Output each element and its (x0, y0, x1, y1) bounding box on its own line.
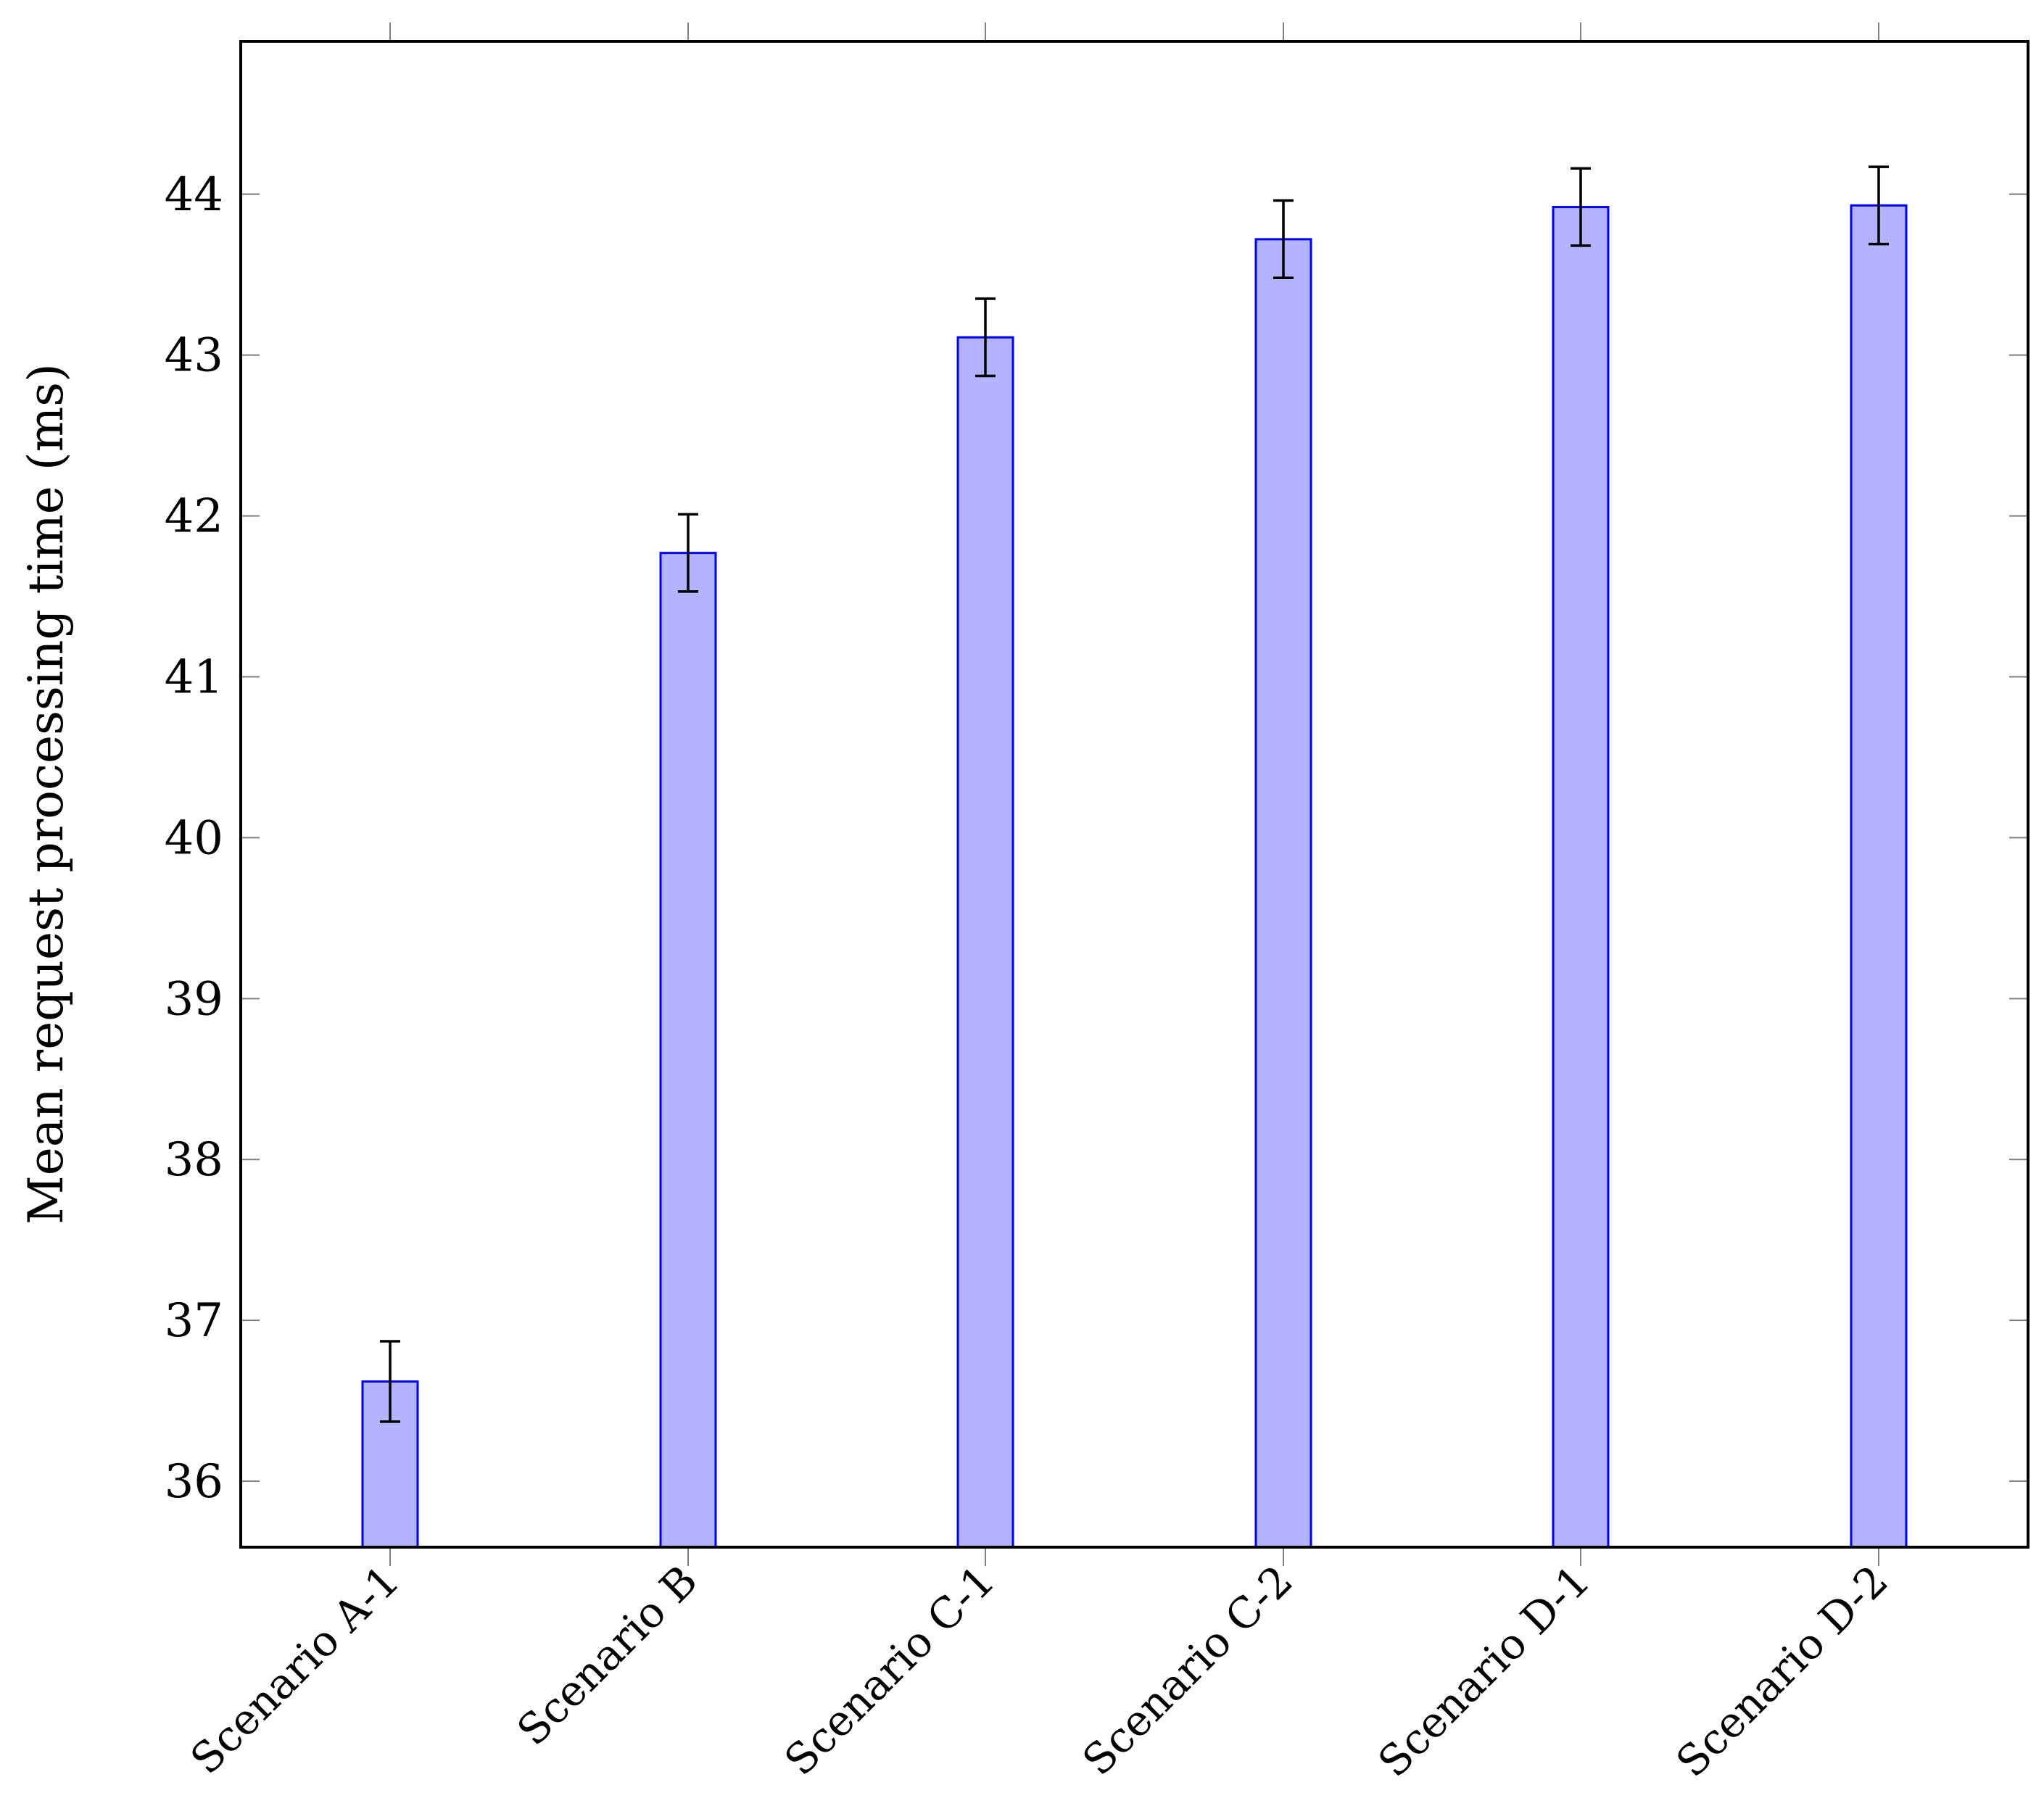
x-tick-label: Scenario D-1 (1369, 1556, 1600, 1786)
y-axis-label: Mean request processing time (ms) (18, 363, 74, 1225)
x-tick-label: Scenario D-2 (1667, 1556, 1898, 1786)
bars (361, 204, 1908, 1549)
y-tick-label: 41 (165, 651, 223, 705)
x-tick-label: Scenario C-1 (775, 1556, 1004, 1785)
y-tick-label: 40 (165, 811, 223, 865)
x-tick-label: Scenario B (508, 1556, 707, 1755)
x-tick-label: Scenario C-2 (1073, 1556, 1302, 1785)
y-tick-labels: 36 37 38 39 40 41 42 43 44 (165, 168, 223, 1509)
bar (956, 336, 1014, 1549)
bar (659, 552, 717, 1549)
plot-frame (239, 40, 2029, 1549)
x-tick-labels: Scenario A-1 Scenario B Scenario C-1 Scenar… (181, 1556, 1898, 1786)
bar (1254, 238, 1312, 1549)
y-tick-label: 36 (165, 1455, 223, 1509)
y-tick-label: 38 (165, 1133, 223, 1187)
y-tick-label: 42 (165, 490, 223, 544)
error-bars (380, 165, 1889, 1423)
x-tick-label: Scenario A-1 (181, 1556, 409, 1784)
bar (1552, 206, 1610, 1549)
y-tick-label: 39 (165, 972, 223, 1026)
y-tick-label: 44 (165, 168, 223, 222)
bar (1850, 204, 1908, 1549)
y-tick-label: 43 (165, 329, 223, 383)
y-tick-label: 37 (165, 1294, 223, 1348)
tick-marks (241, 22, 2028, 1566)
